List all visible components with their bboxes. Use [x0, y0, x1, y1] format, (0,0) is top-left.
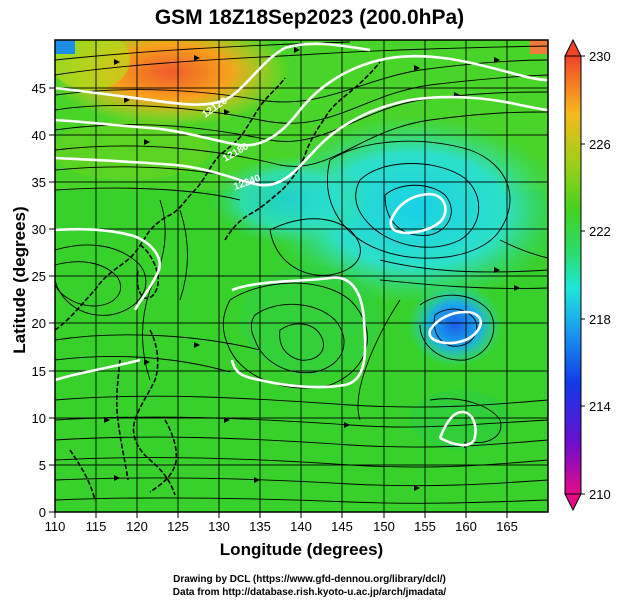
y-axis-label: Latitude (degrees) — [10, 206, 29, 354]
y-tick-label: 45 — [32, 81, 46, 96]
colorbar-gradient — [564, 55, 582, 495]
credit-drawing: Drawing by DCL (https://www.gfd-dennou.o… — [173, 574, 446, 585]
colorbar-label: 214 — [589, 399, 611, 414]
y-tick-label: 5 — [39, 458, 46, 473]
y-tick-label: 0 — [39, 505, 46, 520]
y-tick-label: 40 — [32, 128, 46, 143]
colorbar: 230 226 222 218 214 210 — [564, 38, 611, 512]
x-tick-label: 125 — [167, 519, 189, 534]
axis-tick-marks — [49, 87, 508, 518]
colorbar-label: 222 — [589, 224, 611, 239]
y-tick-label: 20 — [32, 316, 46, 331]
y-tick-labels: 0 5 10 15 20 25 30 35 40 45 — [32, 81, 46, 520]
x-tick-label: 120 — [126, 519, 148, 534]
colorbar-label: 230 — [589, 49, 611, 64]
x-tick-label: 130 — [208, 519, 230, 534]
chart-title: GSM 18Z18Sep2023 (200.0hPa) — [154, 6, 465, 29]
grid-lines — [55, 40, 548, 512]
y-tick-label: 10 — [32, 411, 46, 426]
x-tick-label: 115 — [86, 519, 107, 534]
colorbar-top-triangle — [564, 38, 582, 57]
colorbar-label: 210 — [589, 487, 611, 502]
colorbar-bottom-triangle — [564, 493, 582, 512]
colorbar-label: 226 — [589, 137, 611, 152]
y-tick-label: 15 — [32, 364, 46, 379]
height-contours — [55, 42, 548, 447]
x-tick-label: 110 — [45, 519, 66, 534]
x-tick-label: 155 — [414, 519, 436, 534]
x-tick-labels: 110 115 120 125 130 135 140 145 150 155 … — [45, 519, 518, 534]
x-tick-label: 145 — [331, 519, 353, 534]
y-tick-label: 35 — [32, 175, 46, 190]
x-tick-label: 160 — [455, 519, 477, 534]
credit-data: Data from http://database.rish.kyoto-u.a… — [172, 587, 447, 598]
x-tick-label: 150 — [373, 519, 395, 534]
wind-arrows — [104, 47, 520, 491]
x-tick-label: 135 — [249, 519, 271, 534]
y-tick-label: 25 — [32, 269, 46, 284]
colorbar-label: 218 — [589, 312, 611, 327]
y-tick-label: 30 — [32, 222, 46, 237]
x-tick-label: 165 — [496, 519, 518, 534]
x-tick-label: 140 — [290, 519, 312, 534]
coastlines — [55, 61, 381, 501]
x-axis-label: Longitude (degrees) — [219, 540, 384, 559]
wind-streamlines — [55, 41, 548, 504]
